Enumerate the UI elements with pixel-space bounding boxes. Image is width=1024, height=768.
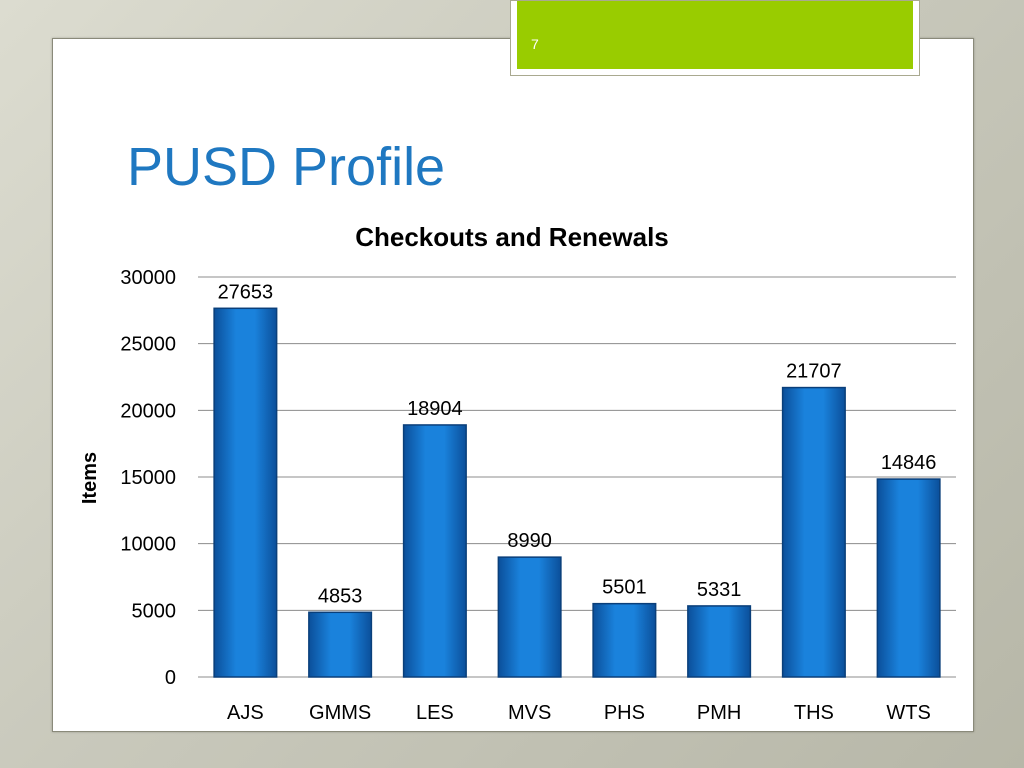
y-tick-label: 5000 [132, 600, 177, 622]
data-label: 5331 [697, 579, 742, 601]
slide-number: 7 [531, 36, 539, 52]
data-label: 21707 [786, 361, 842, 383]
bar-ths [781, 386, 846, 678]
chart-title: Checkouts and Renewals [355, 222, 669, 252]
y-tick-label: 20000 [120, 400, 176, 422]
x-category-label: AJS [227, 702, 264, 724]
bar-les [402, 424, 467, 678]
x-category-label: GMMS [309, 702, 371, 724]
data-label: 4853 [318, 585, 363, 607]
data-label: 14846 [881, 452, 937, 474]
bar-phs [592, 602, 657, 678]
x-category-label: PHS [604, 702, 645, 724]
bar-mvs [497, 556, 562, 678]
y-tick-label: 30000 [120, 267, 176, 289]
x-category-label: LES [416, 702, 454, 724]
x-category-label: PMH [697, 702, 741, 724]
slide-title: PUSD Profile [127, 137, 446, 197]
data-label: 27653 [218, 281, 274, 303]
slide-header-tab [510, 0, 920, 76]
data-label: 8990 [507, 530, 552, 552]
x-category-label: MVS [508, 702, 551, 724]
data-label: 5501 [602, 577, 647, 599]
slide-header-accent [517, 1, 913, 69]
x-category-label: WTS [886, 702, 930, 724]
y-tick-label: 25000 [120, 334, 176, 356]
y-tick-label: 10000 [120, 534, 176, 556]
bar-wts [876, 478, 941, 678]
data-label: 18904 [407, 398, 463, 420]
y-tick-label: 15000 [120, 467, 176, 489]
bar-ajs [213, 307, 278, 678]
bar-gmms [308, 611, 373, 678]
y-axis-title: Items [79, 452, 101, 504]
bar-pmh [687, 605, 752, 678]
y-tick-label: 0 [165, 667, 176, 689]
x-category-label: THS [794, 702, 834, 724]
